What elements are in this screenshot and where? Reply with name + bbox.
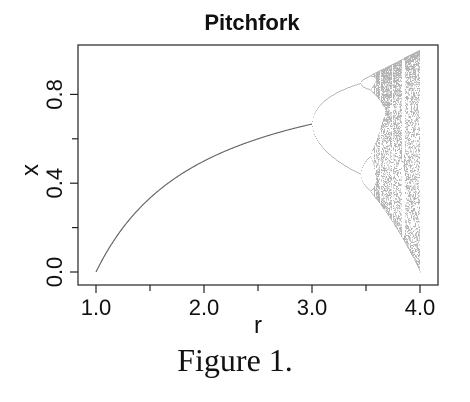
y-axis: 0.0 0.4 0.8 (42, 79, 78, 287)
chart-title: Pitchfork (204, 10, 300, 35)
bifurcation-marks (95, 50, 421, 273)
y-axis-label: x (17, 164, 44, 176)
figure-caption: Figure 1. (177, 342, 293, 378)
x-tick-label: 3.0 (297, 295, 328, 320)
x-axis-label: r (254, 312, 262, 339)
x-tick-label: 1.0 (81, 295, 112, 320)
y-tick-label: 0.4 (42, 168, 67, 199)
x-tick-label: 2.0 (189, 295, 220, 320)
x-tick-label: 4.0 (405, 295, 436, 320)
y-tick-label: 0.8 (42, 79, 67, 110)
plot-frame (77, 44, 439, 286)
x-axis: 1.0 2.0 3.0 4.0 (81, 285, 436, 320)
fixed-point-branch (95, 123, 313, 273)
bifurcation-chart: Pitchfork 1.0 2.0 3.0 4.0 0.0 0.4 0.8 r x (17, 10, 439, 339)
y-tick-label: 0.0 (42, 257, 67, 288)
